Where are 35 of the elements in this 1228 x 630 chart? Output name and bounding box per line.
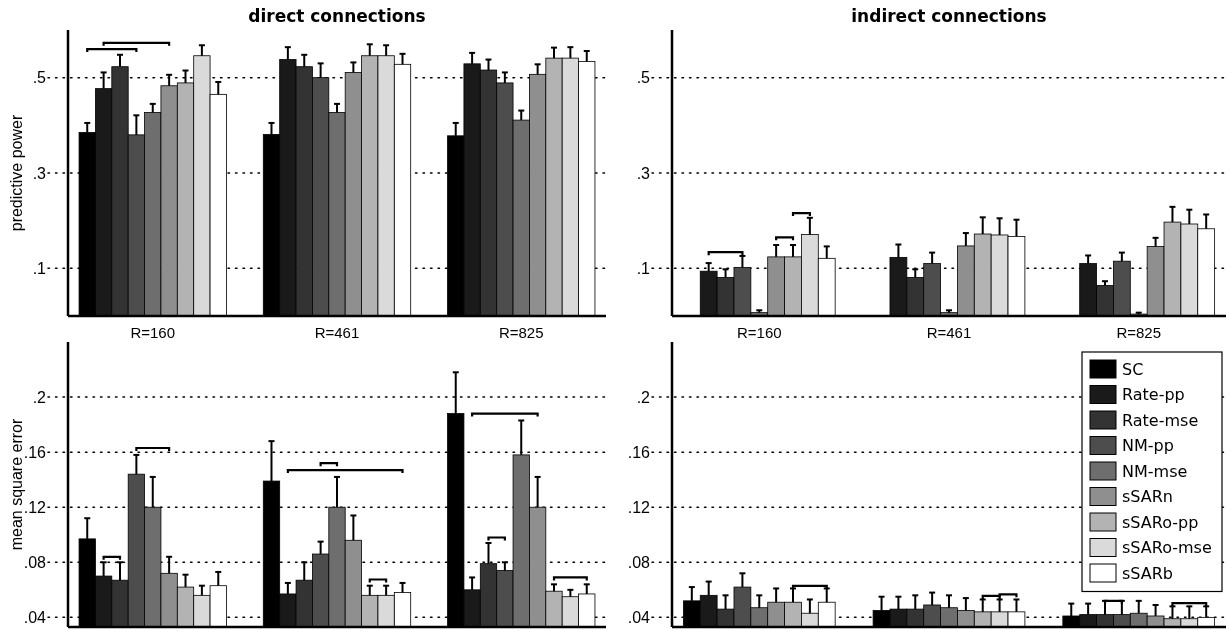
y-tick-label: .2: [636, 388, 651, 406]
chart-title: direct connections: [248, 6, 426, 26]
legend-label: NM-pp: [1122, 436, 1174, 456]
chart-title: indirect connections: [851, 6, 1047, 26]
x-tick-label: R=160: [736, 324, 782, 341]
x-tick-label: R=461: [314, 324, 360, 341]
legend-label: Rate-pp: [1122, 385, 1185, 405]
y-tick-label: .2: [32, 388, 47, 406]
y-tick-label: .08: [627, 553, 651, 571]
y-tick-label: .04: [23, 608, 47, 626]
legend-label: sSARn: [1122, 487, 1173, 507]
y-tick-label: .08: [23, 553, 47, 571]
x-tick-label: R=461: [926, 324, 972, 341]
y-axis-title: predictive power: [8, 114, 25, 232]
y-tick-label: .1: [636, 259, 651, 277]
legend-label: sSARb: [1122, 563, 1174, 583]
legend-label: NM-mse: [1122, 461, 1188, 481]
y-tick-label: .12: [627, 498, 651, 516]
y-tick-label: .5: [636, 69, 651, 87]
y-tick-label: .16: [23, 443, 47, 461]
legend-label: sSARo-mse: [1122, 538, 1212, 558]
legend-label: SC: [1122, 359, 1144, 379]
y-tick-label: .5: [32, 69, 47, 87]
x-tick-label: R=825: [1116, 324, 1162, 341]
y-tick-label: .04: [627, 608, 651, 626]
y-tick-label: .16: [627, 443, 651, 461]
legend-label: sSARo-pp: [1122, 512, 1199, 532]
legend-label: Rate-mse: [1122, 410, 1199, 430]
x-tick-label: R=825: [498, 324, 544, 341]
y-tick-label: .12: [23, 498, 47, 516]
y-axis-title: mean square error: [8, 418, 25, 551]
y-tick-label: .1: [32, 259, 47, 277]
x-tick-label: R=160: [130, 324, 176, 341]
y-tick-label: .3: [636, 164, 651, 182]
y-tick-label: .3: [32, 164, 47, 182]
